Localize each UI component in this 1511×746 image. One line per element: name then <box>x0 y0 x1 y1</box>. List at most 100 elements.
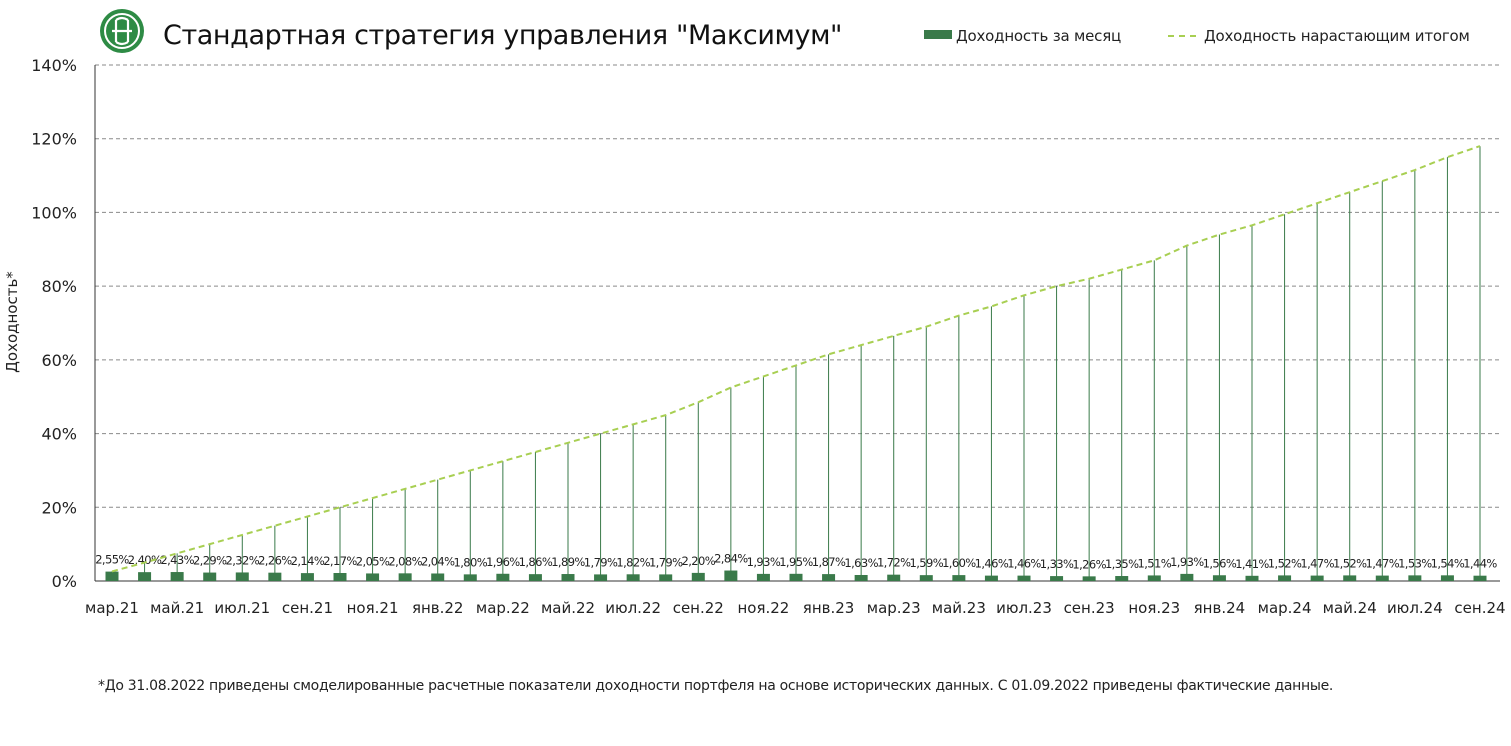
bar <box>561 574 575 581</box>
logo-glyph <box>112 16 132 46</box>
bar <box>1278 575 1292 581</box>
x-tick-label: июл.23 <box>996 599 1052 617</box>
bar-data-label: 2,43% <box>160 553 194 567</box>
logo-ring <box>104 13 140 49</box>
bar <box>594 574 608 581</box>
x-tick-label: июл.24 <box>1387 599 1443 617</box>
bar <box>1082 576 1096 581</box>
bar-data-label: 2,26% <box>258 554 292 568</box>
cumulative-line <box>111 145 1481 573</box>
x-tick-label: май.24 <box>1323 599 1377 617</box>
bar <box>952 575 966 581</box>
bar <box>756 573 770 581</box>
bar <box>528 574 542 581</box>
bar <box>659 574 673 581</box>
bar <box>463 574 477 581</box>
bar-data-label: 1,63% <box>844 556 878 570</box>
y-tick-label: 100% <box>31 203 77 222</box>
bar <box>1440 575 1454 581</box>
x-tick-label: мар.22 <box>476 599 530 617</box>
bar <box>691 572 705 581</box>
bar-data-label: 1,59% <box>910 556 944 570</box>
bar-data-label: 1,44% <box>1463 557 1497 571</box>
y-tick-label: 140% <box>31 56 77 75</box>
bar-data-label: 1,60% <box>942 556 976 570</box>
bar-data-label: 1,82% <box>616 555 650 569</box>
x-tick-label: июл.21 <box>214 599 270 617</box>
bar <box>724 570 738 581</box>
bar <box>105 571 119 581</box>
bar <box>854 574 868 581</box>
y-tick-label: 120% <box>31 130 77 149</box>
company-logo <box>100 9 144 53</box>
bar <box>984 575 998 581</box>
bar <box>1245 575 1259 581</box>
x-tick-label: сен.21 <box>282 599 333 617</box>
bar <box>1050 576 1064 581</box>
x-tick-label: май.21 <box>150 599 204 617</box>
x-tick-label: май.22 <box>541 599 595 617</box>
bar-data-label: 1,80% <box>454 555 488 569</box>
x-tick-label: мар.24 <box>1258 599 1312 617</box>
bar <box>919 575 933 581</box>
bar-data-label: 1,93% <box>747 555 781 569</box>
bar <box>431 573 445 581</box>
bar-data-label: 1,52% <box>1268 556 1302 570</box>
bar-data-label: 1,41% <box>1235 557 1269 571</box>
y-tick-label: 80% <box>41 277 77 296</box>
bar-data-label: 1,87% <box>812 555 846 569</box>
bar <box>1408 575 1422 581</box>
bar <box>1375 575 1389 581</box>
bar-data-label: 1,46% <box>975 557 1009 571</box>
bar-data-label: 1,53% <box>1398 556 1432 570</box>
bar <box>496 573 510 581</box>
bar <box>138 572 152 581</box>
bar <box>887 574 901 581</box>
y-tick-label: 20% <box>41 498 77 517</box>
bar-data-label: 1,26% <box>1072 557 1106 571</box>
bar-data-label: 2,29% <box>193 554 227 568</box>
bar-data-label: 1,93% <box>1170 555 1204 569</box>
bar <box>1212 575 1226 581</box>
y-tick-label: 0% <box>52 572 77 591</box>
x-tick-label: мар.23 <box>867 599 921 617</box>
bar <box>1147 575 1161 581</box>
bar-data-label: 1,56% <box>1203 556 1237 570</box>
x-tick-label: мар.21 <box>85 599 139 617</box>
bar-data-label: 1,47% <box>1300 557 1334 571</box>
legend-line-label: Доходность нарастающим итогом <box>1204 27 1470 45</box>
bar-data-label: 1,33% <box>1040 557 1074 571</box>
bar <box>626 574 640 581</box>
y-tick-label: 60% <box>41 351 77 370</box>
bar-data-label: 2,08% <box>388 554 422 568</box>
x-tick-label: сен.22 <box>673 599 724 617</box>
bar <box>235 572 249 581</box>
x-tick-label: сен.23 <box>1064 599 1115 617</box>
x-tick-label: янв.22 <box>412 599 464 617</box>
bar <box>1473 575 1487 581</box>
bar-data-label: 1,96% <box>486 555 520 569</box>
bar-data-label: 2,14% <box>291 554 325 568</box>
bar-data-label: 2,04% <box>421 554 455 568</box>
legend-bar-swatch <box>924 30 952 39</box>
bar <box>170 572 184 581</box>
x-tick-label: янв.24 <box>1194 599 1246 617</box>
bar <box>268 572 282 581</box>
bar-data-label: 1,72% <box>877 556 911 570</box>
bar <box>822 574 836 581</box>
x-tick-label: ноя.22 <box>737 599 789 617</box>
bar-data-label: 2,84% <box>714 552 748 566</box>
bar <box>1115 576 1129 581</box>
bar-data-label: 1,54% <box>1431 556 1465 570</box>
x-tick-label: ноя.21 <box>347 599 399 617</box>
legend-bar-label: Доходность за месяц <box>956 27 1122 45</box>
bar-data-label: 1,47% <box>1366 557 1400 571</box>
bar <box>1017 575 1031 581</box>
bar <box>1180 573 1194 581</box>
bar <box>366 573 380 581</box>
bar-data-label: 2,55% <box>95 553 129 567</box>
bar-data-label: 2,40% <box>128 553 162 567</box>
x-tick-label: май.23 <box>932 599 986 617</box>
bar <box>300 573 314 581</box>
